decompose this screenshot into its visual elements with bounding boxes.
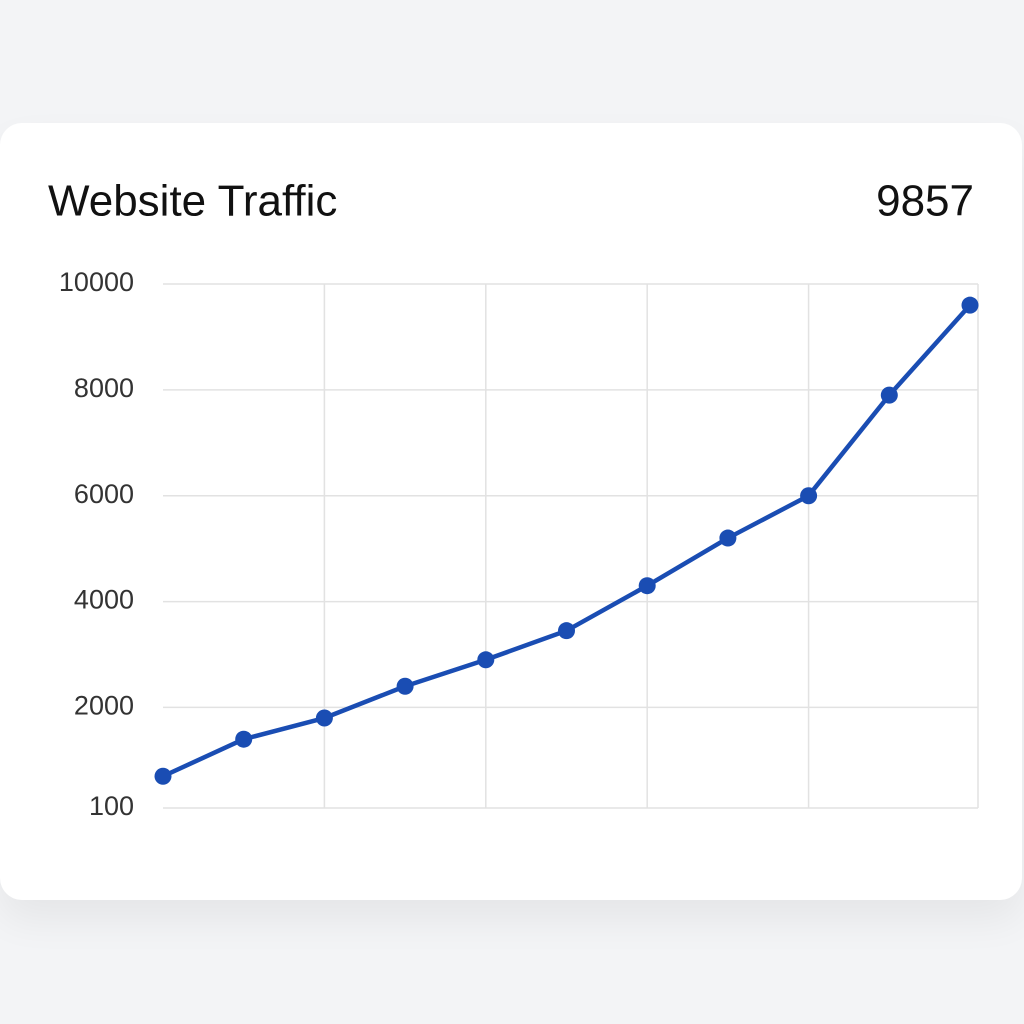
point — [235, 730, 253, 748]
point — [961, 296, 979, 314]
y-tick-label: 6000 — [74, 479, 134, 509]
point — [719, 529, 737, 547]
point — [477, 651, 495, 669]
y-tick-label: 8000 — [74, 373, 134, 403]
point — [880, 386, 898, 404]
headline-value: 9857 — [876, 177, 974, 226]
y-tick-label: 10000 — [59, 267, 134, 297]
y-tick-label: 2000 — [74, 691, 134, 721]
y-tick-label: 100 — [89, 791, 134, 821]
chart-title: Website Traffic — [48, 177, 337, 226]
point — [154, 767, 172, 785]
line — [162, 303, 972, 779]
point — [638, 577, 656, 595]
point — [396, 677, 414, 695]
point — [800, 487, 818, 505]
point — [558, 622, 575, 640]
point — [315, 709, 333, 727]
y-tick-label: 4000 — [74, 585, 134, 615]
